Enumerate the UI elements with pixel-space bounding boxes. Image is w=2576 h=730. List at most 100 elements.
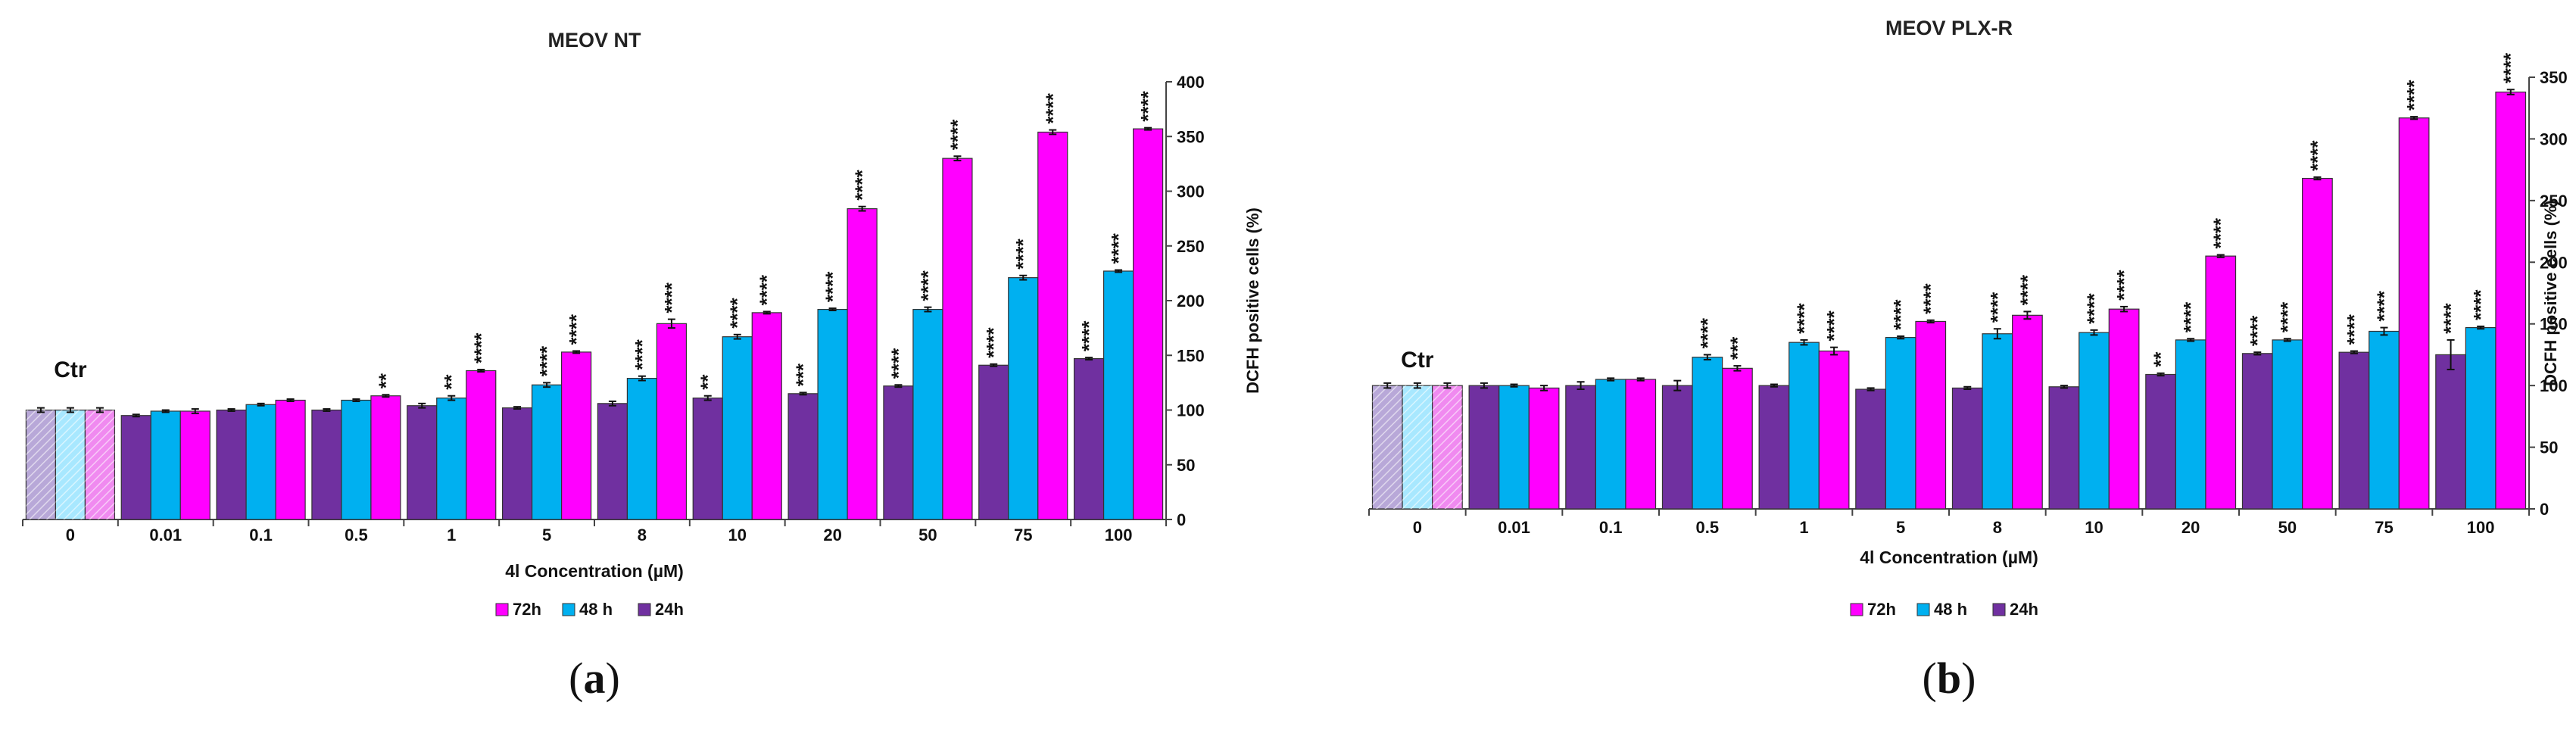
bar-24h bbox=[311, 409, 342, 520]
bar-48h bbox=[2272, 339, 2303, 510]
control-label: Ctr bbox=[54, 357, 87, 382]
bar-48h bbox=[150, 410, 181, 520]
x-tick-label: 0.1 bbox=[249, 526, 273, 544]
significance-label: **** bbox=[822, 271, 844, 302]
bar-24h bbox=[1565, 385, 1596, 510]
significance-label: **** bbox=[851, 169, 874, 200]
x-tick-label: 1 bbox=[447, 526, 456, 544]
bar-72h bbox=[1915, 320, 1947, 510]
x-tick-label: 10 bbox=[728, 526, 747, 544]
y-tick-label: 250 bbox=[1177, 237, 1205, 256]
x-tick-label: 75 bbox=[1014, 526, 1032, 544]
significance-label: **** bbox=[916, 270, 939, 301]
significance-label: **** bbox=[2083, 293, 2106, 324]
y-tick-label: 150 bbox=[1177, 346, 1205, 365]
x-tick-label: 0.01 bbox=[149, 526, 182, 544]
bar-24h bbox=[597, 403, 628, 520]
bar-48h bbox=[1595, 379, 1626, 510]
y-tick-label: 0 bbox=[1177, 510, 1186, 529]
x-tick-label: 20 bbox=[823, 526, 841, 544]
significance-label: **** bbox=[726, 297, 749, 328]
significance-label: **** bbox=[2306, 140, 2328, 171]
bar-48h bbox=[436, 398, 467, 520]
bar-24h bbox=[2048, 386, 2080, 510]
y-tick-label: 350 bbox=[1177, 127, 1205, 146]
y-tick-label: 50 bbox=[2540, 438, 2558, 457]
bar-48h bbox=[817, 308, 848, 520]
bar-48h bbox=[626, 377, 658, 520]
x-axis-label: 4l Concentration (µM) bbox=[505, 561, 684, 581]
significance-label: ** bbox=[2150, 351, 2172, 367]
significance-label: **** bbox=[1986, 292, 2009, 323]
bar-72h bbox=[2495, 91, 2527, 510]
bar-24h bbox=[978, 364, 1009, 520]
bar-48h bbox=[722, 336, 753, 520]
y-axis-label: DCFH positive cells (%) bbox=[2541, 200, 2560, 386]
legend-swatch bbox=[1992, 603, 2006, 616]
significance-label: **** bbox=[1012, 238, 1034, 269]
significance-label: **** bbox=[946, 119, 968, 150]
x-tick-label: 8 bbox=[1993, 518, 2002, 537]
bar-72h bbox=[2302, 177, 2333, 510]
panel-label: (a) bbox=[569, 654, 620, 703]
significance-label: **** bbox=[2210, 217, 2232, 248]
bar-72h bbox=[751, 312, 782, 520]
legend-swatch bbox=[1850, 603, 1863, 616]
bar-48h bbox=[341, 399, 372, 520]
significance-label: **** bbox=[1696, 317, 1719, 348]
bar-hatch bbox=[1432, 385, 1463, 509]
legend-label: 24h bbox=[2010, 600, 2038, 619]
bar-24h bbox=[1758, 385, 1790, 510]
legend-swatch bbox=[638, 603, 651, 616]
significance-label: **** bbox=[2500, 52, 2522, 83]
bar-72h bbox=[1722, 367, 1753, 510]
significance-label: **** bbox=[2403, 80, 2425, 111]
significance-label: *** bbox=[792, 363, 815, 386]
bar-72h bbox=[2398, 117, 2430, 510]
bar-72h bbox=[1528, 387, 1560, 510]
chart-title: MEOV PLX-R bbox=[1885, 17, 2013, 39]
x-tick-label: 20 bbox=[2181, 518, 2200, 537]
bar-48h bbox=[1008, 277, 1039, 520]
x-axis-label: 4l Concentration (µM) bbox=[1860, 548, 2038, 567]
significance-label: **** bbox=[2179, 301, 2202, 332]
x-tick-label: 5 bbox=[542, 526, 551, 544]
y-tick-label: 150 bbox=[2540, 315, 2568, 334]
bar-48h bbox=[912, 308, 943, 520]
bar-72h bbox=[656, 323, 688, 520]
bar-24h bbox=[1951, 387, 1983, 510]
significance-label: **** bbox=[631, 338, 653, 370]
bar-hatch bbox=[26, 410, 56, 519]
x-tick-label: 0.5 bbox=[1696, 518, 1720, 537]
x-tick-label: 5 bbox=[1896, 518, 1905, 537]
bar-72h bbox=[1037, 131, 1068, 520]
y-tick-label: 100 bbox=[1177, 401, 1205, 420]
significance-label: **** bbox=[2343, 314, 2365, 345]
significance-label: **** bbox=[1823, 310, 1845, 341]
y-tick-label: 350 bbox=[2540, 68, 2568, 87]
bar-24h bbox=[2241, 353, 2273, 510]
legend-label: 72h bbox=[1867, 600, 1896, 619]
significance-label: ** bbox=[374, 373, 397, 388]
y-axis-label: DCFH positive cells (%) bbox=[1243, 207, 1262, 394]
significance-label: **** bbox=[2113, 270, 2135, 301]
y-tick-label: 50 bbox=[1177, 456, 1195, 475]
bar-72h bbox=[2012, 314, 2043, 510]
significance-label: **** bbox=[1107, 232, 1130, 264]
bar-24h bbox=[1073, 357, 1105, 520]
significance-label: **** bbox=[2440, 303, 2462, 334]
bar-24h bbox=[692, 398, 723, 520]
significance-label: **** bbox=[756, 274, 778, 305]
significance-label: **** bbox=[535, 345, 558, 376]
significance-label: *** bbox=[1726, 336, 1748, 360]
bar-48h bbox=[2175, 339, 2206, 510]
bar-24h bbox=[2145, 373, 2176, 510]
x-tick-label: 100 bbox=[2467, 518, 2495, 537]
bar-24h bbox=[1855, 388, 1886, 510]
bar-48h bbox=[245, 404, 276, 520]
bar-hatch bbox=[1402, 385, 1433, 509]
significance-label: **** bbox=[2373, 290, 2396, 321]
bar-48h bbox=[1692, 357, 1723, 510]
bar-24h bbox=[787, 393, 819, 520]
